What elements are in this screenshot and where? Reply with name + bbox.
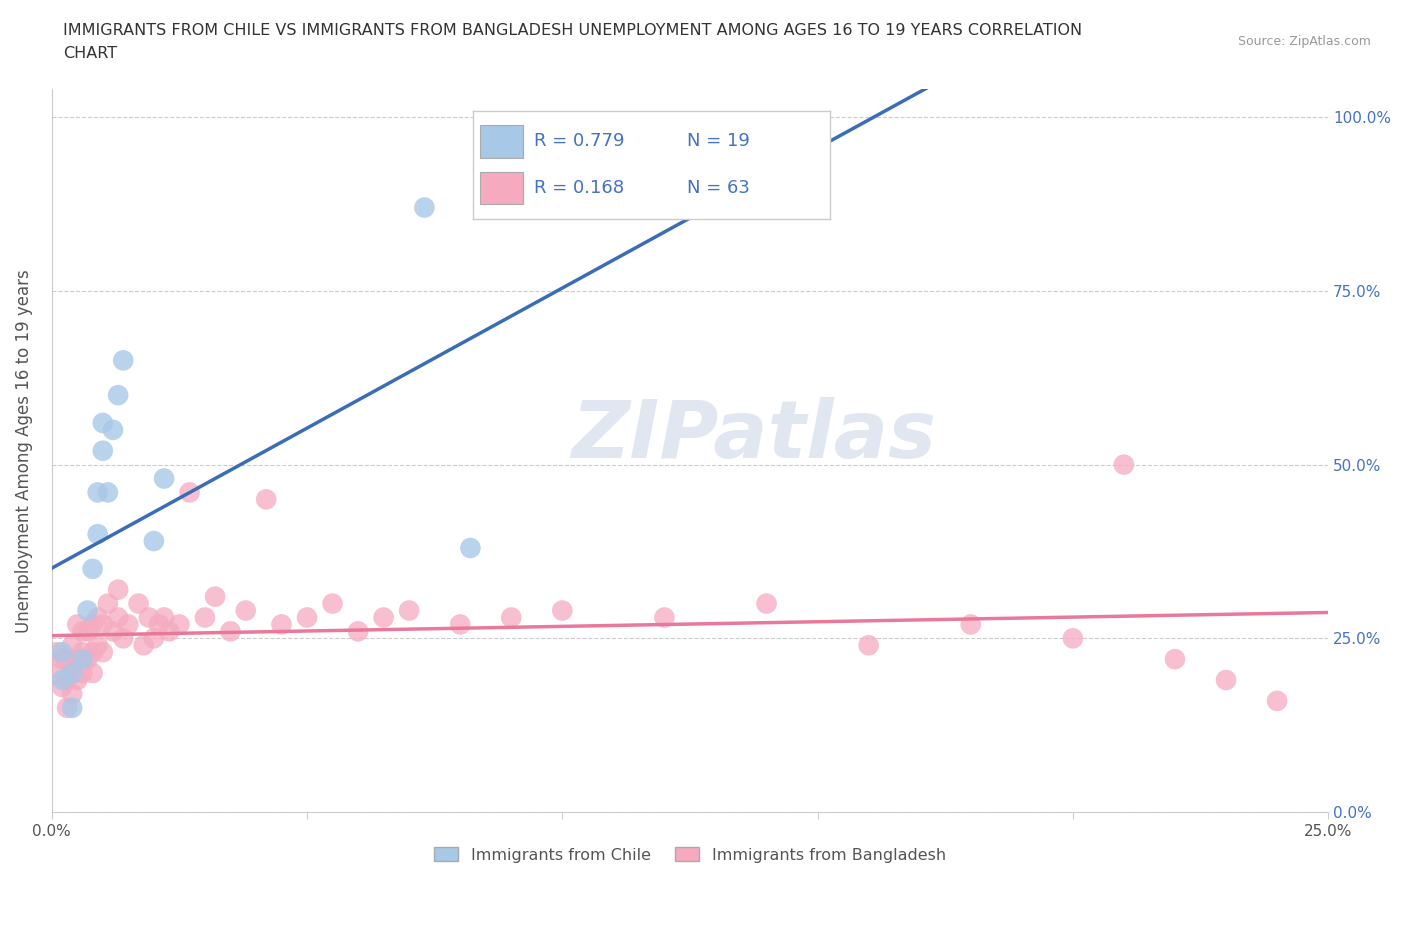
Point [235, 603, 257, 618]
Point [72, 666, 94, 681]
Point [204, 590, 226, 604]
Point [153, 610, 176, 625]
Text: ZIPatlas: ZIPatlas [571, 397, 936, 475]
Point [66, 672, 89, 687]
Point [72, 624, 94, 639]
Point [551, 603, 574, 618]
Point [56, 672, 79, 687]
Point [1215, 672, 1237, 687]
Y-axis label: Unemployment Among Ages 16 to 19 years: Unemployment Among Ages 16 to 19 years [15, 269, 32, 632]
Point [86, 610, 108, 625]
Point [107, 388, 129, 403]
Point [101, 422, 124, 437]
Point [295, 610, 318, 625]
Point [1265, 694, 1288, 709]
Point [60, 666, 83, 681]
Point [56, 700, 79, 715]
Point [72, 652, 94, 667]
Point [66, 652, 89, 667]
Legend: Immigrants from Chile, Immigrants from Bangladesh: Immigrants from Chile, Immigrants from B… [427, 841, 952, 870]
Point [755, 596, 778, 611]
Point [72, 644, 94, 659]
Point [51, 672, 73, 687]
Point [107, 582, 129, 597]
Point [91, 617, 114, 631]
Point [449, 617, 471, 631]
Point [322, 596, 344, 611]
Point [60, 638, 83, 653]
Point [82, 666, 104, 681]
Point [82, 562, 104, 577]
Point [148, 617, 170, 631]
Point [51, 652, 73, 667]
Point [1112, 458, 1135, 472]
Point [169, 617, 191, 631]
Point [112, 631, 135, 645]
Point [1164, 652, 1187, 667]
Point [82, 644, 104, 659]
Point [157, 624, 180, 639]
Point [112, 353, 135, 368]
Point [60, 686, 83, 701]
Point [101, 624, 124, 639]
Point [194, 610, 217, 625]
Point [60, 666, 83, 681]
Point [179, 485, 201, 499]
Point [398, 603, 420, 618]
Point [959, 617, 981, 631]
Point [254, 492, 277, 507]
Point [373, 610, 395, 625]
Point [91, 416, 114, 431]
Point [56, 652, 79, 667]
Point [132, 638, 155, 653]
Point [97, 485, 120, 499]
Point [501, 610, 523, 625]
Point [76, 603, 98, 618]
Point [654, 610, 676, 625]
Point [138, 610, 160, 625]
Point [858, 638, 880, 653]
Point [91, 444, 114, 458]
Point [60, 700, 83, 715]
Point [91, 644, 114, 659]
Point [86, 526, 108, 541]
Point [76, 652, 98, 667]
Point [45, 644, 67, 659]
Point [413, 200, 436, 215]
Point [219, 624, 242, 639]
Text: IMMIGRANTS FROM CHILE VS IMMIGRANTS FROM BANGLADESH UNEMPLOYMENT AMONG AGES 16 T: IMMIGRANTS FROM CHILE VS IMMIGRANTS FROM… [63, 23, 1083, 38]
Point [142, 534, 165, 549]
Text: CHART: CHART [63, 46, 117, 61]
Point [86, 485, 108, 499]
Point [142, 631, 165, 645]
Point [51, 680, 73, 695]
Point [97, 596, 120, 611]
Point [45, 666, 67, 681]
Point [86, 638, 108, 653]
Point [153, 472, 176, 486]
Point [1062, 631, 1084, 645]
Point [82, 617, 104, 631]
Point [66, 617, 89, 631]
Point [76, 624, 98, 639]
Text: Source: ZipAtlas.com: Source: ZipAtlas.com [1237, 35, 1371, 48]
Point [270, 617, 292, 631]
Point [460, 540, 482, 555]
Point [107, 610, 129, 625]
Point [117, 617, 139, 631]
Point [128, 596, 150, 611]
Point [347, 624, 370, 639]
Point [51, 644, 73, 659]
